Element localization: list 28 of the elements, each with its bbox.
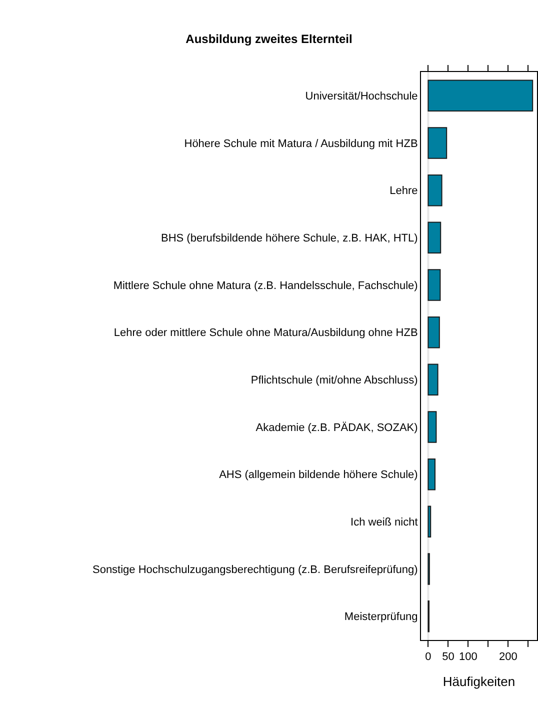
bar	[428, 174, 442, 206]
text: Ausbildung zweites Elternteil	[186, 32, 352, 46]
y-tick-label: Universität/Hochschule	[305, 90, 418, 103]
y-tick-label: Meisterprüfung	[344, 611, 418, 624]
y-tick-label: Pflichtschule (mit/ohne Abschluss)	[250, 374, 418, 387]
x-tick-label: 200	[499, 651, 518, 664]
x-axis-title: Häufigkeiten	[442, 674, 516, 689]
bar	[428, 411, 437, 443]
y-tick-label: Lehre oder mittlere Schule ohne Matura/Ausbildung ohne HZB	[114, 327, 418, 340]
bar	[428, 127, 448, 159]
bar	[428, 506, 432, 538]
x-tick-label: 50	[442, 651, 454, 664]
y-tick-label: AHS (allgemein bildende höhere Schule)	[219, 469, 418, 482]
y-tick-label: Akademie (z.B. PÄDAK, SOZAK)	[256, 420, 418, 434]
y-tick-label: Höhere Schule mit Matura / Ausbildung mit HZB	[184, 138, 418, 150]
y-tick-label: Sonstige Hochschulzugangsberechtigung (z.B. Berufsreifeprüfung)	[92, 564, 418, 576]
bar	[428, 80, 534, 112]
bar	[428, 364, 438, 396]
x-tick-label: 0	[425, 651, 432, 664]
bar	[428, 316, 440, 348]
y-tick-label: BHS (berufsbildende höhere Schule, z.B. HAK, HTL)	[161, 232, 418, 245]
y-tick-label: Ich weiß nicht	[350, 516, 418, 529]
y-tick-label: Lehre	[390, 185, 418, 198]
bar	[428, 458, 436, 490]
bar	[428, 269, 441, 301]
bar	[428, 222, 442, 254]
y-tick-label: Mittlere Schule ohne Matura (z.B. Handelsschule, Fachschule)	[113, 280, 418, 292]
x-tick-label: 100	[459, 651, 478, 664]
